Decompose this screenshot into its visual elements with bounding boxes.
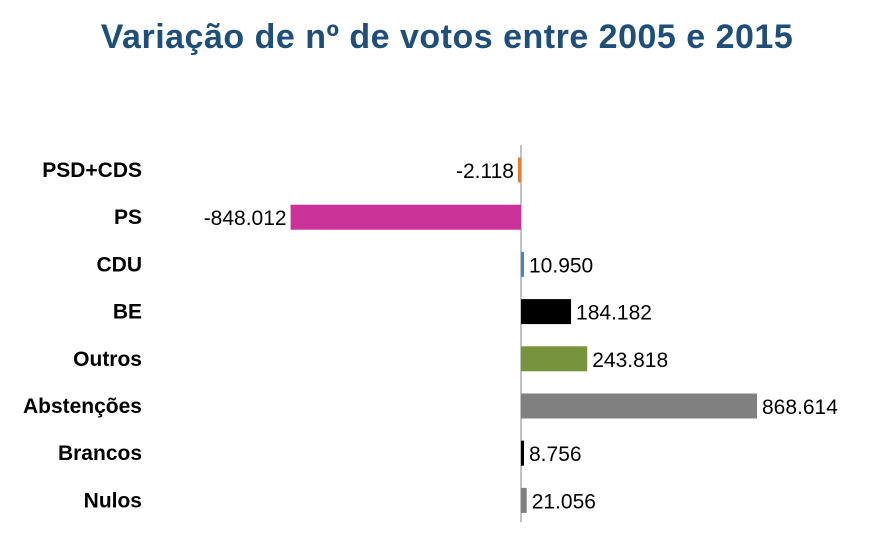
data-label: 868.614 [762, 396, 838, 419]
data-label: -848.012 [204, 207, 287, 230]
category-label: PSD+CDS [42, 159, 142, 182]
bar [521, 346, 588, 372]
data-label: 243.818 [592, 349, 668, 372]
category-label: Nulos [84, 489, 142, 512]
bar [521, 440, 524, 466]
data-label: -2.118 [456, 160, 514, 183]
data-label: 184.182 [576, 302, 652, 325]
bar [521, 299, 572, 325]
bar [521, 487, 527, 513]
data-label: 10.950 [529, 254, 593, 277]
chart-title: Variação de nº de votos entre 2005 e 201… [100, 18, 794, 56]
bar [521, 251, 524, 277]
category-label: Brancos [58, 442, 142, 465]
category-label: PS [114, 206, 142, 229]
category-label: Abstenções [23, 395, 142, 418]
category-label: Outros [73, 348, 142, 371]
category-label: BE [113, 301, 142, 324]
data-label: 21.056 [532, 490, 596, 513]
category-label: CDU [97, 253, 143, 276]
bar [290, 204, 521, 230]
bar [518, 157, 521, 183]
bar [521, 393, 757, 419]
data-label: 8.756 [529, 443, 582, 466]
